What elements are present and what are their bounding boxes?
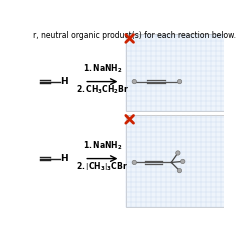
Text: $\mathbf{1.NaNH_2}$: $\mathbf{1.NaNH_2}$: [83, 139, 122, 152]
Text: $\mathbf{2.CH_3CH_2Br}$: $\mathbf{2.CH_3CH_2Br}$: [76, 84, 129, 96]
Text: H: H: [60, 154, 68, 163]
Circle shape: [176, 151, 180, 155]
Circle shape: [178, 80, 182, 84]
Text: r, neutral organic product(s) for each reaction below.: r, neutral organic product(s) for each r…: [33, 31, 236, 40]
Text: $\mathbf{1.NaNH_2}$: $\mathbf{1.NaNH_2}$: [83, 62, 122, 75]
Circle shape: [132, 80, 136, 84]
Bar: [126, 115, 224, 207]
Text: H: H: [60, 77, 68, 86]
Circle shape: [177, 168, 182, 173]
Circle shape: [180, 159, 185, 164]
Bar: [126, 34, 224, 111]
Circle shape: [132, 160, 136, 164]
Text: $\mathbf{2.\left|CH_3\right|_3CBr}$: $\mathbf{2.\left|CH_3\right|_3CBr}$: [76, 161, 128, 173]
